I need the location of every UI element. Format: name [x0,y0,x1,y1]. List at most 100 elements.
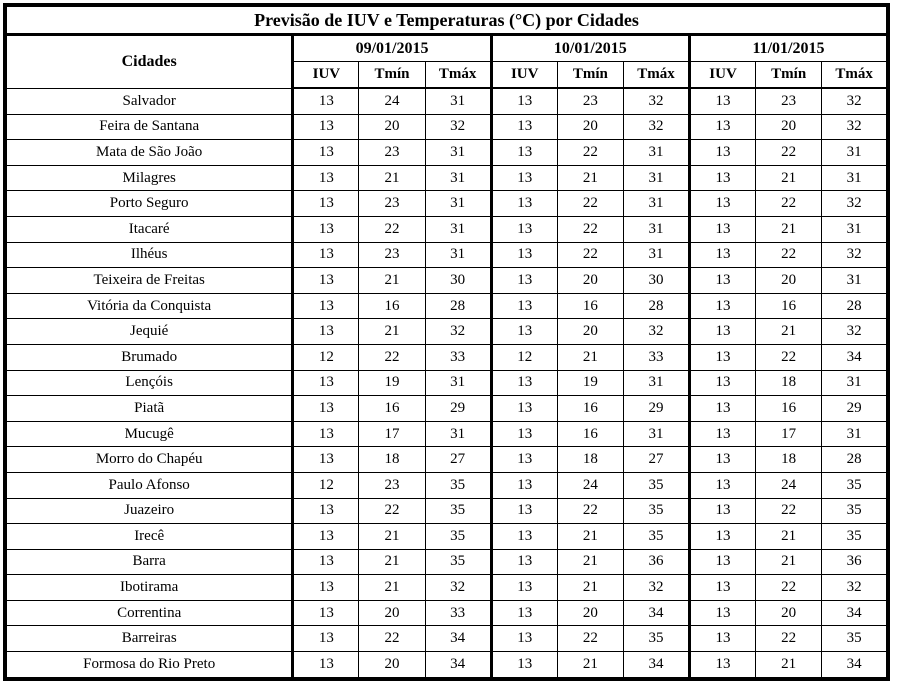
value-cell: 22 [556,625,624,653]
value-cell: 21 [755,523,823,550]
value-cell: 20 [755,267,823,294]
value-cell: 20 [556,113,624,141]
value-cell: 23 [755,87,823,115]
value-cell: 20 [358,651,426,680]
column-header-iuv-3: IUV [687,61,757,89]
value-cell: 35 [821,471,889,499]
title-row: Previsão de IUV e Temperaturas (°C) por … [4,4,889,36]
value-cell: 22 [358,497,426,525]
value-cell: 17 [755,420,823,448]
value-cell: 13 [291,190,360,217]
value-cell: 31 [622,420,691,448]
value-cell: 20 [556,318,624,345]
city-cell: Formosa do Rio Preto [4,651,294,680]
value-cell: 20 [755,599,823,627]
table-row: Juazeiro 13 22 35 13 22 35 13 22 35 [4,497,889,525]
column-header-tmax-3: Tmáx [821,61,889,89]
value-cell: 13 [291,241,360,269]
value-cell: 21 [556,523,624,550]
value-cell: 13 [291,87,360,115]
value-cell: 13 [489,215,558,243]
column-header-cities: Cidades [4,34,294,89]
city-cell: Irecê [4,523,294,550]
value-cell: 35 [821,625,889,653]
value-cell: 13 [687,395,757,422]
value-cell: 13 [687,497,757,525]
value-cell: 33 [424,599,492,627]
table-row: Mucugê 13 17 31 13 16 31 13 17 31 [4,420,889,448]
value-cell: 21 [556,164,624,192]
value-cell: 32 [622,318,691,345]
table-row: Formosa do Rio Preto 13 20 34 13 21 34 13 21 34 [4,651,889,680]
value-cell: 21 [755,548,823,576]
city-cell: Piatã [4,395,294,422]
value-cell: 13 [291,267,360,294]
value-cell: 13 [687,446,757,473]
value-cell: 21 [755,164,823,192]
city-cell: Morro do Chapéu [4,446,294,473]
value-cell: 13 [489,369,558,397]
city-cell: Brumado [4,343,294,371]
table-row: Lençóis 13 19 31 13 19 31 13 18 31 [4,369,889,397]
date-header-row: Cidades 09/01/2015 10/01/2015 11/01/2015 [4,34,889,89]
value-cell: 32 [622,87,691,115]
value-cell: 19 [556,369,624,397]
value-cell: 20 [556,267,624,294]
table-row: Brumado 12 22 33 12 21 33 13 22 34 [4,343,889,371]
value-cell: 17 [358,420,426,448]
value-cell: 20 [358,113,426,141]
value-cell: 13 [687,190,757,217]
value-cell: 13 [489,190,558,217]
value-cell: 16 [755,292,823,320]
value-cell: 28 [821,446,889,473]
value-cell: 13 [687,343,757,371]
value-cell: 22 [556,139,624,166]
value-cell: 31 [622,369,691,397]
value-cell: 31 [424,241,492,269]
city-cell: Porto Seguro [4,190,294,217]
sub-header-row: IUV Tmín Tmáx IUV Tmín Tmáx IUV Tmín Tmá… [5,61,889,89]
value-cell: 29 [821,395,889,422]
table-row: Morro do Chapéu 13 18 27 13 18 27 13 18 28 [4,446,889,473]
value-cell: 22 [556,190,624,217]
value-cell: 30 [424,267,492,294]
value-cell: 35 [821,497,889,525]
value-cell: 31 [424,87,492,115]
city-cell: Jequié [4,318,294,345]
date-header-1: 09/01/2015 [291,34,492,62]
value-cell: 13 [687,523,757,550]
city-cell: Paulo Afonso [4,471,294,499]
value-cell: 35 [424,497,492,525]
value-cell: 21 [556,574,624,601]
table-row: Barra 13 21 35 13 21 36 13 21 36 [4,548,889,576]
value-cell: 18 [755,446,823,473]
value-cell: 21 [755,318,823,345]
value-cell: 31 [622,164,691,192]
column-header-tmin-3: Tmín [755,61,823,89]
value-cell: 13 [291,651,360,680]
value-cell: 22 [755,190,823,217]
column-header-tmax-1: Tmáx [424,61,492,89]
value-cell: 21 [556,548,624,576]
value-cell: 31 [424,164,492,192]
value-cell: 35 [424,523,492,550]
value-cell: 13 [291,369,360,397]
value-cell: 28 [622,292,691,320]
value-cell: 13 [291,497,360,525]
value-cell: 21 [358,574,426,601]
value-cell: 13 [291,215,360,243]
value-cell: 16 [556,395,624,422]
value-cell: 31 [821,267,889,294]
value-cell: 22 [755,497,823,525]
value-cell: 12 [291,343,360,371]
value-cell: 13 [291,113,360,141]
value-cell: 13 [687,164,757,192]
city-cell: Mucugê [4,420,294,448]
value-cell: 32 [821,241,889,269]
value-cell: 32 [622,574,691,601]
value-cell: 13 [489,497,558,525]
value-cell: 13 [687,139,757,166]
value-cell: 31 [821,139,889,166]
value-cell: 35 [424,548,492,576]
value-cell: 34 [622,651,691,680]
